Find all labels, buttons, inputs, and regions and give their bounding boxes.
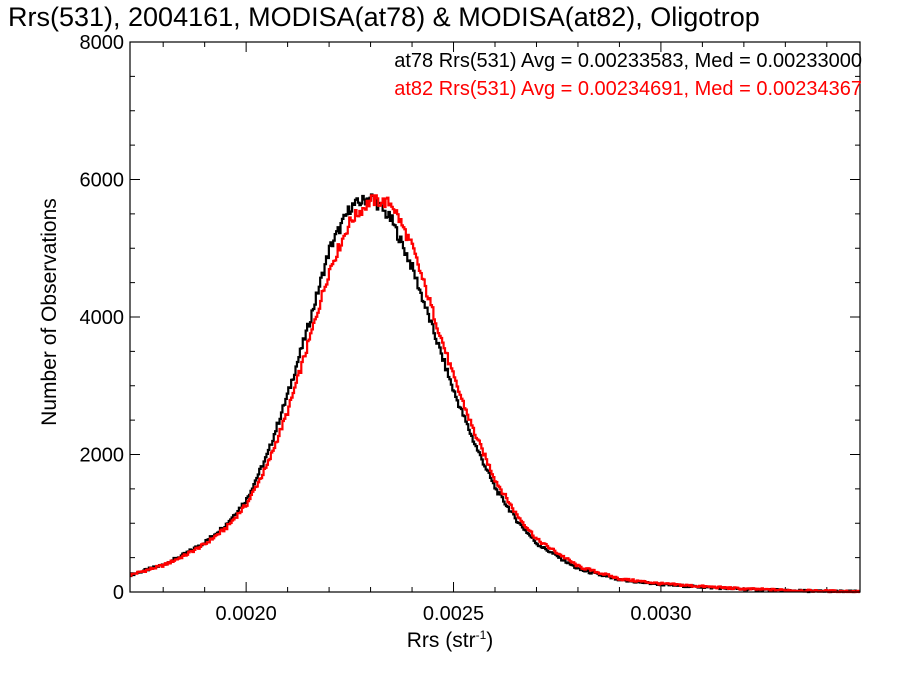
plot-frame: [129, 41, 861, 593]
x-axis-label-exponent: -1: [475, 628, 487, 642]
legend-entry-at78: at78 Rrs(531) Avg = 0.00233583, Med = 0.…: [394, 50, 862, 72]
series-line-at82: [130, 194, 860, 594]
y-tick-label: 2000: [80, 445, 125, 467]
x-axis-label-close: ): [486, 629, 494, 652]
x-axis-label: Rrs (str-1): [0, 628, 900, 653]
y-axis-label: Number of Observations: [38, 198, 61, 426]
y-axis-ticks: 0 2000 4000 6000 8000: [80, 32, 860, 604]
series-line-at78: [130, 193, 860, 594]
x-tick-label: 0.0025: [423, 603, 484, 625]
x-tick-label: 0.0020: [216, 603, 277, 625]
y-tick-label: 8000: [80, 32, 125, 54]
y-tick-label: 6000: [80, 170, 125, 192]
y-tick-label: 0: [113, 582, 124, 604]
x-axis-ticks: 0.0020 0.0025 0.0030: [162, 42, 828, 625]
y-tick-label: 4000: [80, 307, 125, 329]
x-axis-label-base: Rrs (str: [406, 629, 476, 652]
legend-entry-at82: at82 Rrs(531) Avg = 0.00234691, Med = 0.…: [394, 78, 862, 100]
series-layer: [130, 193, 860, 594]
chart-title: Rrs(531), 2004161, MODISA(at78) & MODISA…: [8, 2, 760, 32]
x-tick-label: 0.0030: [630, 603, 691, 625]
